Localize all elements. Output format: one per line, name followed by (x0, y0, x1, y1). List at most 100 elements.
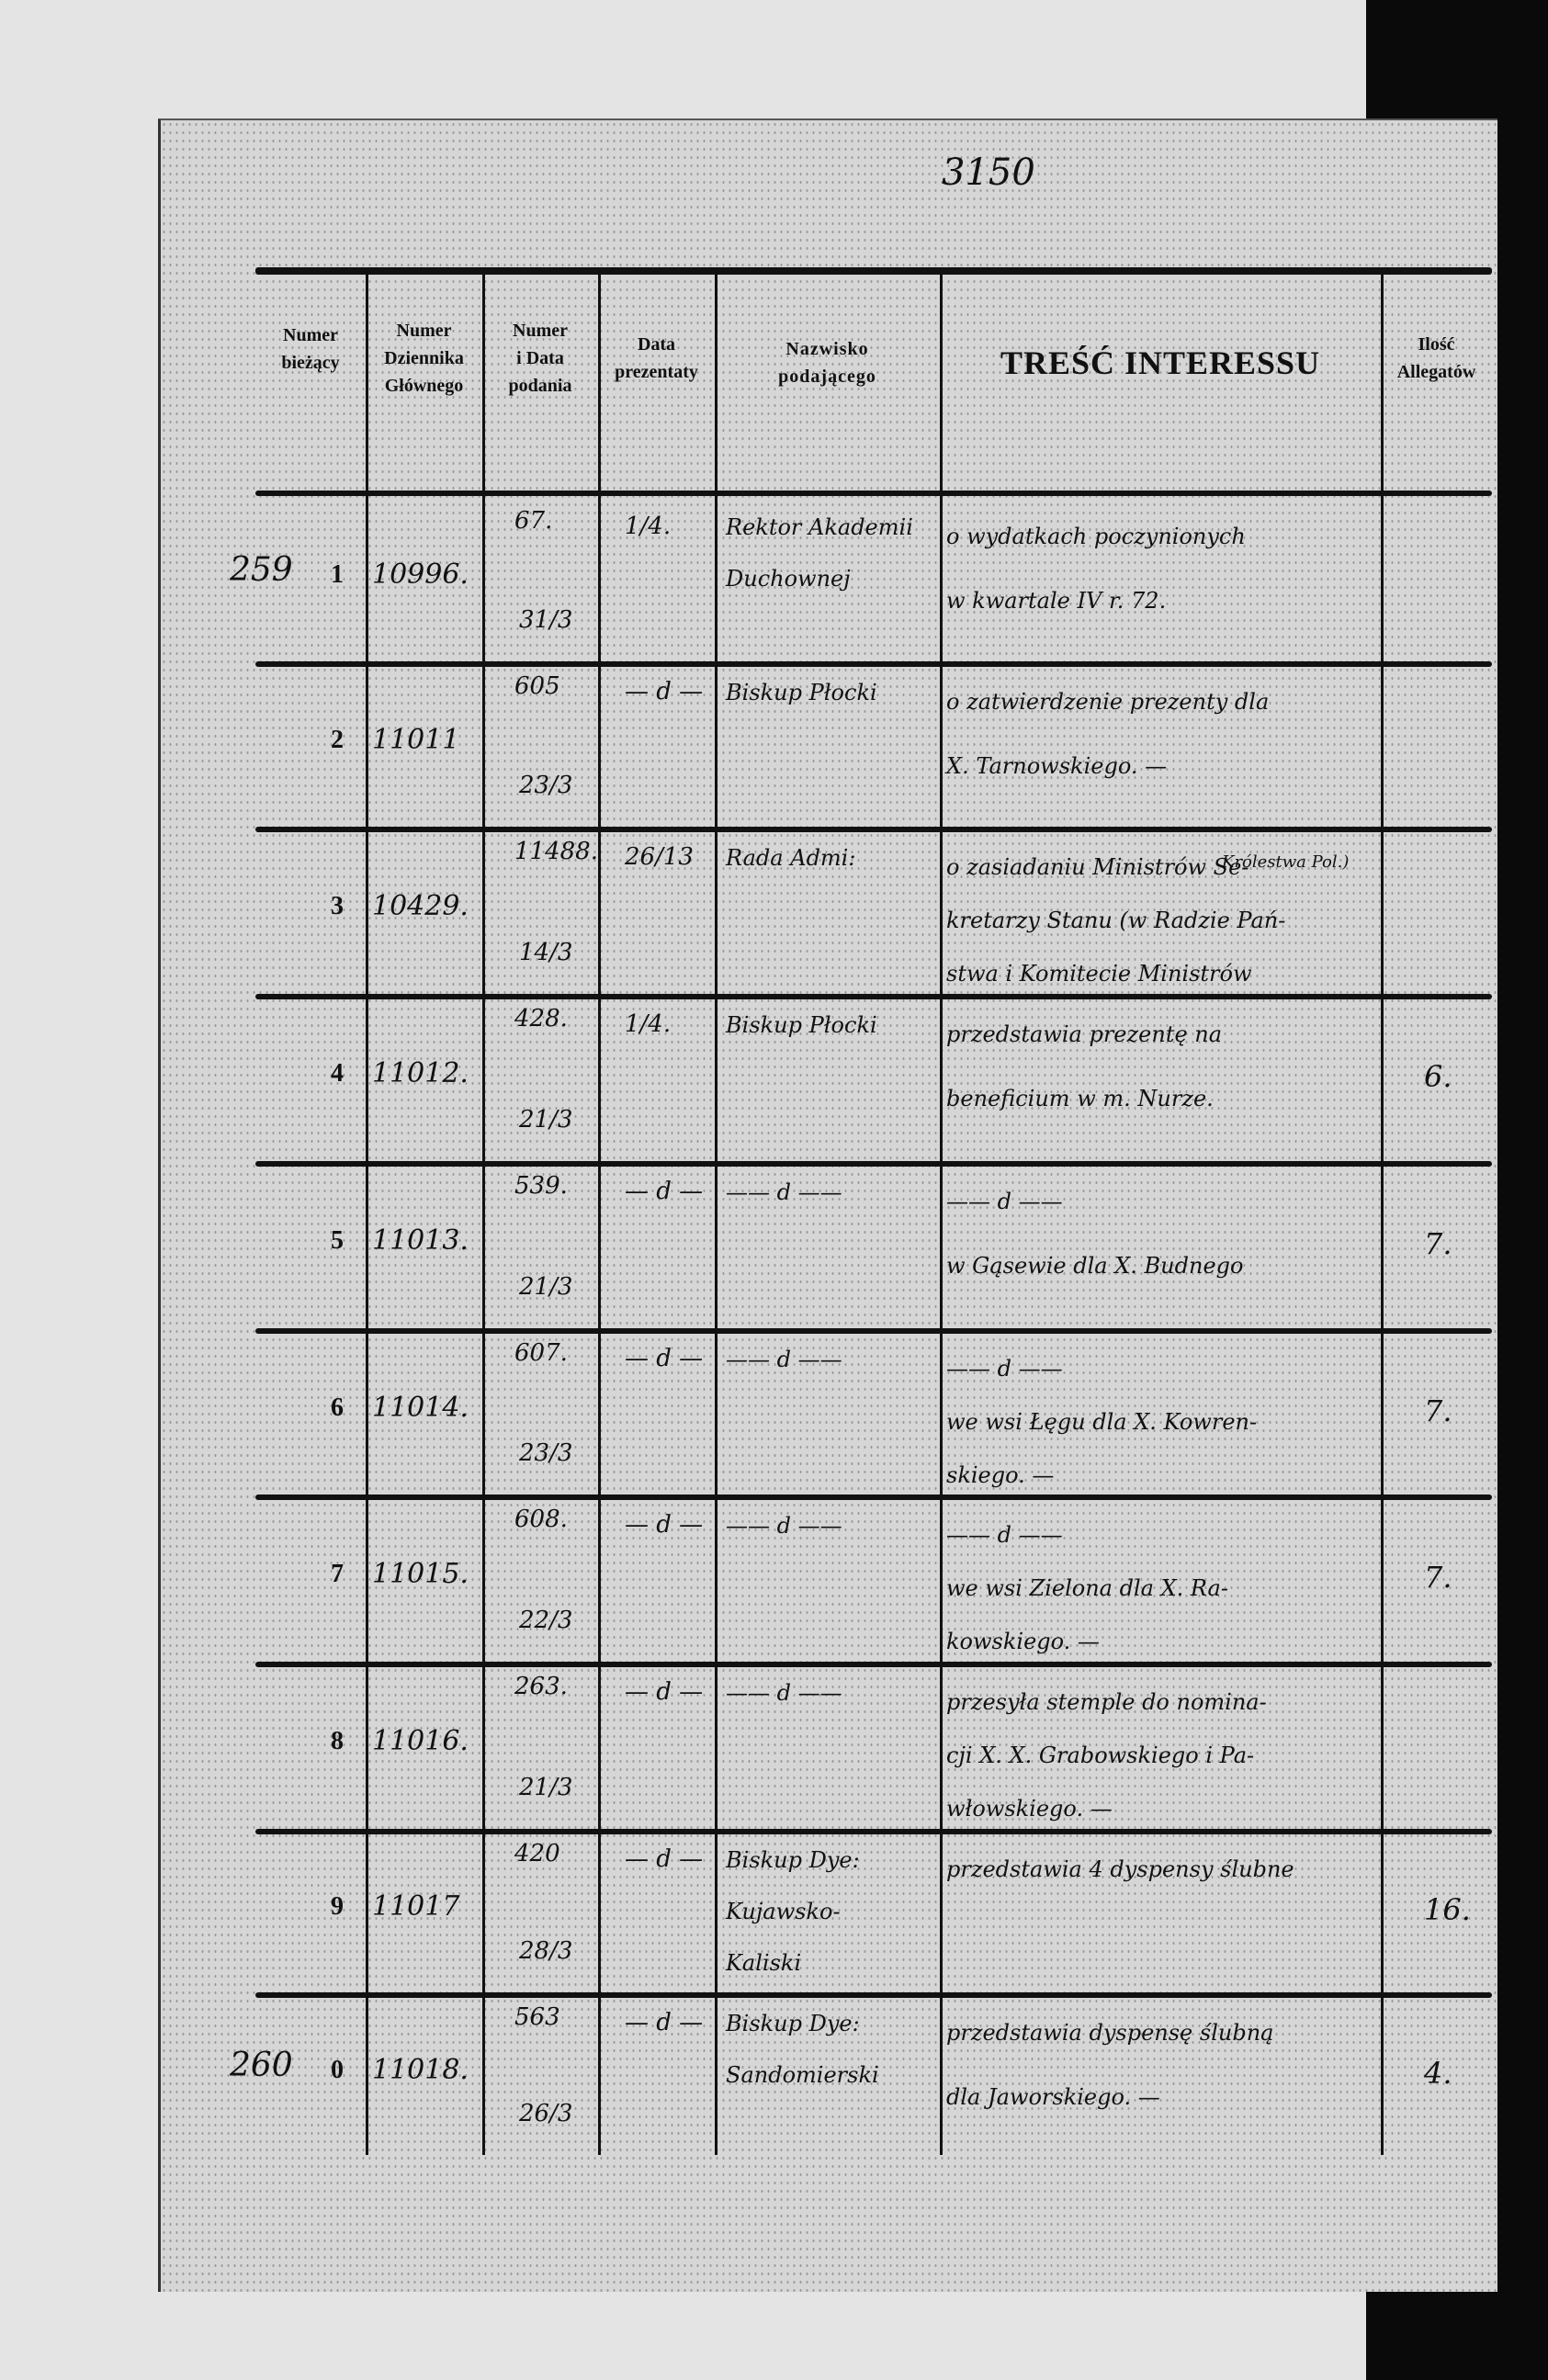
rule-line (255, 827, 1492, 832)
journal-number: 10996. (372, 558, 469, 591)
content-line: o zatwierdzenie prezenty dla (946, 689, 1270, 715)
header-data-prezentaty: Data prezentaty (598, 331, 715, 386)
filing-number: 263. (514, 1673, 568, 1700)
content-note: Królestwa Pol.) (1222, 852, 1350, 872)
column-line (1381, 267, 1384, 2155)
filing-date: 28/3 (519, 1937, 573, 1965)
column-line (482, 267, 485, 2155)
rule-line (255, 267, 1492, 275)
journal-number: 11017 (372, 1890, 460, 1923)
content-line: —— d —— (946, 1522, 1063, 1548)
filing-number: 539. (514, 1172, 568, 1200)
content-line: —— d —— (946, 1189, 1063, 1214)
journal-number: 10429. (372, 890, 469, 922)
content-line: X. Tarnowskiego. — (946, 753, 1168, 779)
presentation-date: 1/4. (625, 1010, 672, 1038)
presentation-date: 26/13 (625, 843, 694, 871)
header-text: Nazwisko (785, 339, 869, 359)
attachment-count: 6. (1424, 1059, 1452, 1094)
sender-name: Duchownej (726, 566, 851, 592)
sender-name: —— d —— (726, 1680, 842, 1706)
filing-number: 67. (514, 507, 553, 535)
rule-line (255, 1161, 1492, 1167)
filing-number: 428. (514, 1005, 568, 1032)
filing-date: 31/3 (519, 606, 573, 634)
sender-name: —— d —— (726, 1513, 842, 1539)
header-text: Numer (396, 321, 452, 341)
margin-number: 260 (230, 2046, 293, 2084)
header-tresc-interessu: TREŚĆ INTERESSU (1000, 344, 1321, 381)
margin-number: 259 (230, 551, 293, 589)
sender-name: Kujawsko- (726, 1899, 841, 1924)
presentation-date: — d — (625, 1178, 704, 1205)
rule-line (255, 491, 1492, 496)
filing-date: 23/3 (519, 772, 573, 799)
sender-name: Rada Admi: (726, 845, 856, 871)
header-text: Ilość (1418, 334, 1455, 355)
header-text: podania (508, 376, 572, 396)
presentation-date: 1/4. (625, 513, 672, 540)
presentation-date: — d — (625, 1845, 704, 1873)
header-text: Numer (283, 325, 338, 345)
header-ilosc-allegatow: Ilość Allegatów (1381, 331, 1492, 386)
content-line: w kwartale IV r. 72. (946, 588, 1167, 614)
column-line (940, 267, 943, 2155)
journal-number: 11015. (372, 1558, 469, 1590)
sender-name: Biskup Dye: (726, 1847, 860, 1873)
filing-date: 26/3 (519, 2100, 573, 2127)
header-text: Allegatów (1396, 362, 1476, 382)
filing-number: 420 (514, 1840, 560, 1867)
rule-line (255, 1829, 1492, 1834)
header-text: Głównego (384, 376, 464, 396)
sender-name: —— d —— (726, 1179, 842, 1205)
filing-number: 608. (514, 1506, 568, 1533)
sender-name: Kaliski (726, 1950, 802, 1976)
filing-date: 22/3 (519, 1607, 573, 1634)
row-number: 7 (331, 1560, 344, 1588)
filing-date: 21/3 (519, 1106, 573, 1134)
row-number: 3 (331, 892, 344, 920)
content-line: przesyła stemple do nomina- (946, 1689, 1267, 1715)
row-number: 1 (331, 560, 344, 589)
presentation-date: — d — (625, 1345, 704, 1372)
archive-mark: 3150 (942, 152, 1035, 194)
header-text: Numer (513, 321, 568, 341)
ledger-page (158, 118, 1497, 2292)
rule-line (255, 1662, 1492, 1667)
header-text: Data (637, 334, 676, 355)
attachment-count: 7. (1424, 1393, 1452, 1428)
content-line: przedstawia prezentę na (946, 1021, 1223, 1047)
journal-number: 11012. (372, 1057, 469, 1089)
attachment-count: 4. (1424, 2055, 1452, 2091)
attachment-count: 16. (1424, 1892, 1471, 1927)
filing-date: 14/3 (519, 939, 573, 966)
row-number: 9 (331, 1892, 344, 1921)
header-text: i Data (516, 348, 564, 368)
presentation-date: — d — (625, 2009, 704, 2036)
sender-name: Biskup Płocki (726, 680, 877, 705)
content-line: kretarzy Stanu (w Radzie Pań- (946, 908, 1286, 933)
content-line: włowskiego. — (946, 1796, 1113, 1822)
row-number: 2 (331, 726, 344, 754)
rule-line (255, 994, 1492, 999)
column-line (366, 267, 368, 2155)
content-line: w Gąsewie dla X. Budnego (946, 1253, 1244, 1279)
presentation-date: — d — (625, 1511, 704, 1539)
presentation-date: — d — (625, 1678, 704, 1706)
header-text: podającego (778, 367, 876, 387)
filing-number: 11488. (514, 838, 598, 865)
content-line: dla Jaworskiego. — (946, 2084, 1160, 2110)
content-line: —— d —— (946, 1356, 1063, 1382)
content-line: o wydatkach poczynionych (946, 524, 1246, 549)
rule-line (255, 1328, 1492, 1334)
rule-line (255, 661, 1492, 667)
content-line: we wsi Łęgu dla X. Kowren- (946, 1409, 1258, 1435)
content-line: beneficium w m. Nurze. (946, 1086, 1214, 1111)
row-number: 8 (331, 1727, 344, 1755)
header-numer-dziennika: Numer Dziennika Głównego (366, 317, 482, 400)
attachment-count: 7. (1424, 1560, 1452, 1595)
rule-line (255, 1992, 1492, 1998)
header-numer-data-podania: Numer i Data podania (482, 317, 598, 400)
presentation-date: — d — (625, 678, 704, 705)
content-line: skiego. — (946, 1462, 1055, 1488)
